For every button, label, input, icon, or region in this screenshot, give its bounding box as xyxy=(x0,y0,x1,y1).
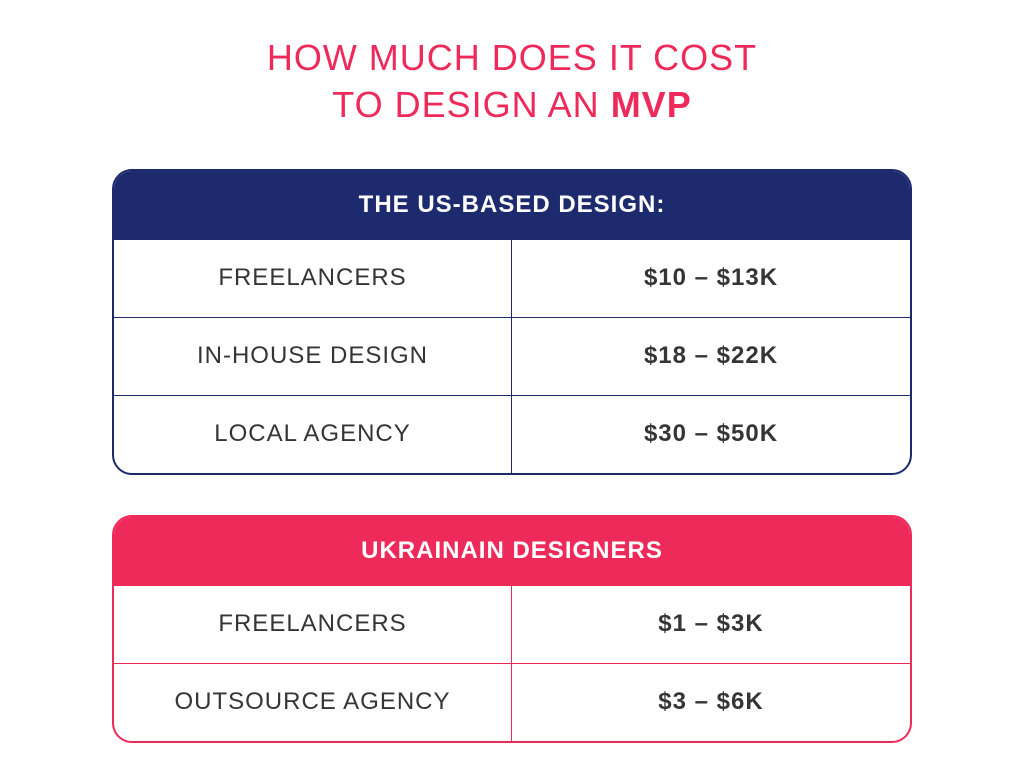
title-line-2-bold: MVP xyxy=(611,84,692,125)
us-row-2-value: $30 – $50K xyxy=(512,396,910,473)
ua-row-0-value: $1 – $3K xyxy=(512,586,910,663)
ua-table: UKRAINAIN DESIGNERS FREELANCERS $1 – $3K… xyxy=(112,515,912,743)
title-line-2: TO DESIGN AN MVP xyxy=(267,82,757,129)
us-table: THE US-BASED DESIGN: FREELANCERS $10 – $… xyxy=(112,169,912,475)
ua-row-0-label: FREELANCERS xyxy=(114,586,512,663)
table-row: LOCAL AGENCY $30 – $50K xyxy=(114,395,910,473)
ua-row-1-label: OUTSOURCE AGENCY xyxy=(114,664,512,741)
us-row-1-label: IN-HOUSE DESIGN xyxy=(114,318,512,395)
us-row-2-label: LOCAL AGENCY xyxy=(114,396,512,473)
us-row-1-value: $18 – $22K xyxy=(512,318,910,395)
table-row: FREELANCERS $1 – $3K xyxy=(114,585,910,663)
page-title: HOW MUCH DOES IT COST TO DESIGN AN MVP xyxy=(267,35,757,129)
us-row-0-value: $10 – $13K xyxy=(512,240,910,317)
us-row-0-label: FREELANCERS xyxy=(114,240,512,317)
table-row: OUTSOURCE AGENCY $3 – $6K xyxy=(114,663,910,741)
table-row: FREELANCERS $10 – $13K xyxy=(114,239,910,317)
title-line-1: HOW MUCH DOES IT COST xyxy=(267,35,757,82)
us-table-header: THE US-BASED DESIGN: xyxy=(114,171,910,239)
ua-table-header: UKRAINAIN DESIGNERS xyxy=(114,517,910,585)
table-row: IN-HOUSE DESIGN $18 – $22K xyxy=(114,317,910,395)
ua-row-1-value: $3 – $6K xyxy=(512,664,910,741)
title-line-2-prefix: TO DESIGN AN xyxy=(332,84,610,125)
